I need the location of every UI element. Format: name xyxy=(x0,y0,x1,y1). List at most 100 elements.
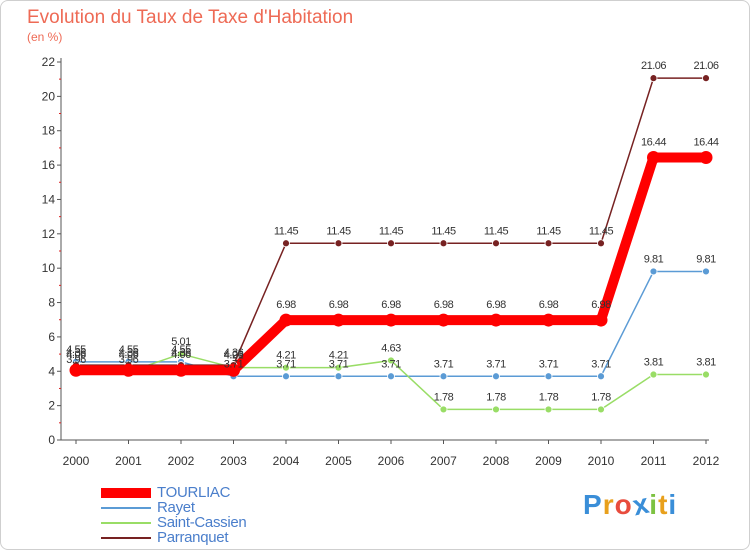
data-label: 6.98 xyxy=(434,299,454,311)
legend-swatch xyxy=(101,506,151,509)
data-label: 11.45 xyxy=(536,225,561,237)
data-labels: 4.55 4.55 4.55 3.71 3.71 3.71 3.71 3.71 3.71 3.71… xyxy=(66,60,719,403)
data-label: 3.71 xyxy=(224,358,244,370)
data-point xyxy=(492,372,500,381)
data-label: 6.98 xyxy=(591,299,611,311)
x-tick-label: 2005 xyxy=(325,454,352,468)
brand-letter: t xyxy=(658,489,669,520)
data-label: 21.06 xyxy=(641,60,666,72)
data-label: 6.98 xyxy=(276,299,296,311)
x-tick-label: 2000 xyxy=(63,454,90,468)
data-point xyxy=(227,363,240,377)
legend-swatch xyxy=(101,521,151,524)
y-tick-label: 10 xyxy=(42,261,56,275)
x-tick-label: 2011 xyxy=(641,454,667,468)
brand-logo: Proxiti xyxy=(583,488,677,522)
chart-subtitle: (en %) xyxy=(27,30,63,44)
data-label: 3.81 xyxy=(644,357,664,369)
legend-label: Saint-Cassien xyxy=(157,514,247,531)
data-label: 4.21 xyxy=(329,350,349,362)
data-point xyxy=(702,370,710,379)
x-tick-label: 2012 xyxy=(693,454,720,468)
data-label: 9.81 xyxy=(696,253,716,265)
data-label: 4.55 xyxy=(171,344,191,356)
chart-title: Evolution du Taux de Taxe d'Habitation xyxy=(27,7,354,28)
brand-letter: i xyxy=(649,489,659,520)
data-label: 4.21 xyxy=(276,350,296,362)
data-label: 3.71 xyxy=(591,358,611,370)
data-label: 11.45 xyxy=(379,225,404,237)
data-label: 4.36 xyxy=(224,347,244,359)
data-label: 9.81 xyxy=(644,253,664,265)
data-label: 4.36 xyxy=(119,347,139,359)
data-point xyxy=(544,239,553,248)
data-point xyxy=(384,313,398,327)
legend-item: Saint-Cassien xyxy=(101,514,247,531)
data-label: 11.45 xyxy=(589,225,614,237)
y-tick-label: 22 xyxy=(42,55,56,69)
x-tick-label: 2008 xyxy=(483,454,510,468)
data-label: 16.44 xyxy=(641,137,666,149)
y-tick-label: 14 xyxy=(42,192,56,206)
legend-swatch xyxy=(101,487,151,498)
x-tick-label: 2001 xyxy=(115,454,142,468)
data-label: 3.71 xyxy=(486,358,506,370)
x-tick-label: 2007 xyxy=(430,454,457,468)
series-points xyxy=(69,74,713,414)
data-point xyxy=(122,363,135,377)
y-tick-label: 12 xyxy=(42,227,56,241)
data-label: 1.78 xyxy=(486,391,506,403)
x-tick-label: 2002 xyxy=(168,454,195,468)
legend-item: TOURLIAC xyxy=(101,485,246,500)
legend: TOURLIAC Rayet Saint-Cassien Parranquet xyxy=(101,485,247,545)
data-label: 5.01 xyxy=(171,336,191,348)
data-label: 1.78 xyxy=(591,391,611,403)
data-point xyxy=(649,267,658,276)
data-point xyxy=(597,405,605,414)
data-point xyxy=(334,363,343,372)
data-label: 4.36 xyxy=(66,347,86,359)
data-label: 3.71 xyxy=(329,358,349,370)
data-label: 11.45 xyxy=(274,225,299,237)
data-label: 3.71 xyxy=(434,358,454,370)
y-tick-label: 6 xyxy=(48,330,55,344)
data-label: 4.36 xyxy=(171,347,191,359)
data-label: 3.71 xyxy=(276,358,296,370)
data-label: 4.21 xyxy=(224,350,244,362)
data-label: 3.81 xyxy=(696,357,716,369)
data-point xyxy=(597,239,605,248)
data-point xyxy=(649,370,658,379)
data-label: 4.06 xyxy=(224,349,244,361)
legend-label: TOURLIAC xyxy=(157,484,231,501)
y-tick-label: 16 xyxy=(42,158,56,172)
brand-letter: o xyxy=(614,489,633,520)
data-point xyxy=(597,372,605,381)
data-point xyxy=(542,313,555,327)
data-label: 1.78 xyxy=(434,391,454,403)
data-label: 6.98 xyxy=(329,299,349,311)
data-point xyxy=(439,239,448,248)
data-label: 4.06 xyxy=(66,349,86,361)
data-label: 6.98 xyxy=(539,299,559,311)
data-point xyxy=(649,74,658,83)
data-label: 4.55 xyxy=(119,344,139,356)
data-point xyxy=(387,372,395,381)
data-label: 3.96 xyxy=(119,354,139,366)
data-label: 6.98 xyxy=(486,299,506,311)
y-tick-label: 0 xyxy=(48,433,55,447)
data-label: 21.06 xyxy=(693,60,718,72)
data-point xyxy=(489,313,503,327)
data-point xyxy=(439,405,448,414)
data-point xyxy=(699,151,713,165)
data-label: 6.98 xyxy=(381,299,401,311)
data-label: 11.45 xyxy=(431,225,456,237)
legend-item: Parranquet xyxy=(101,530,246,545)
brand-letter: P xyxy=(583,489,603,520)
data-point xyxy=(702,267,710,276)
data-label: 3.71 xyxy=(539,358,559,370)
legend-item: Rayet xyxy=(101,500,246,515)
data-point xyxy=(282,239,290,248)
data-label: 4.06 xyxy=(119,349,139,361)
